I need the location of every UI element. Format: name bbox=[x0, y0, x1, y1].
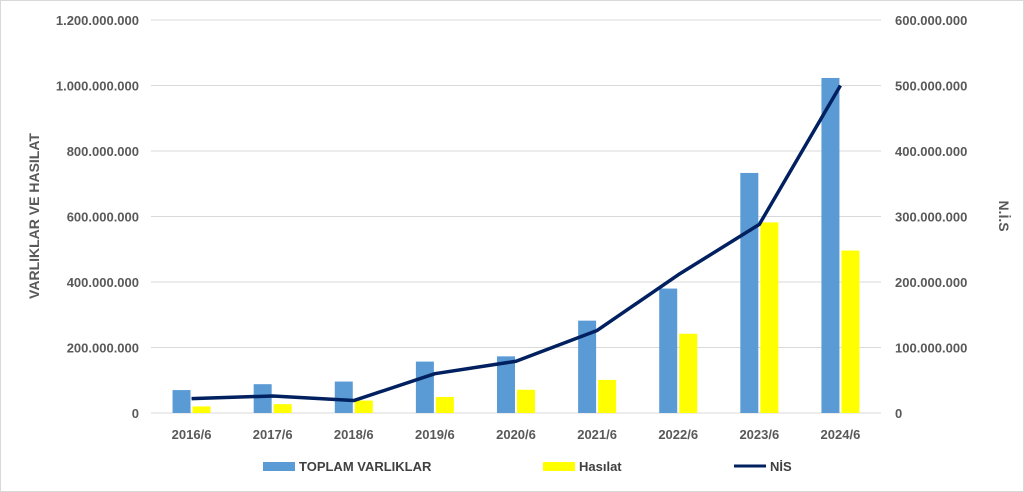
x-tick-label: 2020/6 bbox=[496, 427, 536, 442]
bars bbox=[172, 77, 860, 413]
left-axis-title: VARLIKLAR VE HASILAT bbox=[26, 133, 42, 299]
right-axis-title: N.İ.S bbox=[996, 200, 1012, 231]
right-tick-label: 100.000.000 bbox=[895, 341, 967, 356]
bar-toplam-varliklar-2019-6 bbox=[415, 361, 434, 413]
line-nis bbox=[191, 84, 842, 403]
bar-toplam-varliklar-2023-6 bbox=[740, 172, 759, 413]
left-tick-label: 0 bbox=[132, 406, 139, 421]
bar-hasilat-2016-6 bbox=[192, 406, 211, 413]
legend: TOPLAM VARLIKLAR Hasılat NİS bbox=[263, 459, 792, 474]
bar-hasilat-2024-6 bbox=[841, 250, 860, 413]
bar-hasilat-2022-6 bbox=[679, 333, 698, 413]
right-axis-ticks: 0 100.000.000 200.000.000 300.000.000 400.00… bbox=[895, 13, 967, 421]
bar-toplam-varliklar-2017-6 bbox=[253, 384, 272, 413]
left-tick-label: 1.000.000.000 bbox=[56, 79, 139, 94]
x-tick-label: 2023/6 bbox=[739, 427, 779, 442]
left-tick-label: 200.000.000 bbox=[67, 341, 139, 356]
legend-label-hasilat: Hasılat bbox=[579, 459, 622, 474]
right-tick-label: 500.000.000 bbox=[895, 79, 967, 94]
right-tick-label: 600.000.000 bbox=[895, 13, 967, 28]
right-tick-label: 400.000.000 bbox=[895, 144, 967, 159]
bar-toplam-varliklar-2022-6 bbox=[659, 288, 678, 413]
right-tick-label: 200.000.000 bbox=[895, 275, 967, 290]
bar-hasilat-2020-6 bbox=[517, 389, 535, 413]
bar-toplam-varliklar-2020-6 bbox=[497, 356, 515, 413]
x-tick-label: 2019/6 bbox=[415, 427, 455, 442]
x-tick-label: 2017/6 bbox=[253, 427, 293, 442]
left-tick-label: 600.000.000 bbox=[67, 210, 139, 225]
legend-label-toplam-varliklar: TOPLAM VARLIKLAR bbox=[299, 459, 432, 474]
x-tick-label: 2018/6 bbox=[334, 427, 374, 442]
bar-toplam-varliklar-2024-6 bbox=[821, 77, 840, 413]
bar-toplam-varliklar-2016-6 bbox=[172, 390, 191, 413]
bar-toplam-varliklar-2021-6 bbox=[578, 320, 597, 413]
bar-hasilat-2017-6 bbox=[273, 404, 292, 413]
x-tick-label: 2022/6 bbox=[658, 427, 698, 442]
x-axis-ticks: 2016/6 2017/6 2018/6 2019/6 2020/6 2021/6 2022… bbox=[172, 427, 861, 442]
left-tick-label: 800.000.000 bbox=[67, 144, 139, 159]
bar-hasilat-2021-6 bbox=[598, 379, 617, 413]
bar-toplam-varliklar-2018-6 bbox=[334, 381, 353, 413]
bar-hasilat-2018-6 bbox=[354, 400, 373, 413]
bar-hasilat-2019-6 bbox=[435, 396, 454, 413]
left-tick-label: 400.000.000 bbox=[67, 275, 139, 290]
gridlines bbox=[151, 19, 881, 414]
bar-hasilat-2023-6 bbox=[760, 222, 779, 413]
left-axis-ticks: 0 200.000.000 400.000.000 600.000.000 800.00… bbox=[56, 13, 139, 421]
legend-swatch-hasilat bbox=[543, 462, 575, 471]
x-tick-label: 2021/6 bbox=[577, 427, 617, 442]
legend-label-nis: NİS bbox=[770, 459, 792, 474]
left-tick-label: 1.200.000.000 bbox=[56, 13, 139, 28]
right-tick-label: 0 bbox=[895, 406, 902, 421]
line-series bbox=[191, 84, 842, 403]
right-tick-label: 300.000.000 bbox=[895, 210, 967, 225]
x-tick-label: 2016/6 bbox=[172, 427, 212, 442]
x-tick-label: 2024/6 bbox=[821, 427, 861, 442]
legend-swatch-toplam-varliklar bbox=[263, 462, 295, 471]
